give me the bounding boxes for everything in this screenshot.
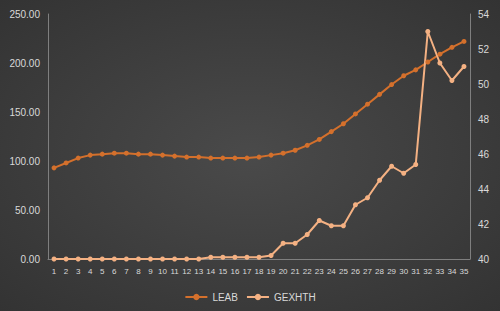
svg-text:200.00: 200.00 bbox=[9, 58, 40, 69]
svg-text:LEAB: LEAB bbox=[212, 292, 238, 303]
svg-text:9: 9 bbox=[148, 267, 153, 276]
svg-text:21: 21 bbox=[291, 267, 300, 276]
svg-text:GEXHTH: GEXHTH bbox=[274, 292, 316, 303]
svg-text:17: 17 bbox=[242, 267, 251, 276]
svg-text:250.00: 250.00 bbox=[9, 9, 40, 20]
svg-text:11: 11 bbox=[170, 267, 179, 276]
svg-text:150.00: 150.00 bbox=[9, 107, 40, 118]
svg-text:42: 42 bbox=[478, 219, 490, 230]
svg-text:48: 48 bbox=[478, 114, 490, 125]
svg-text:18: 18 bbox=[255, 267, 264, 276]
svg-text:12: 12 bbox=[182, 267, 191, 276]
svg-text:33: 33 bbox=[435, 267, 444, 276]
svg-text:23: 23 bbox=[315, 267, 324, 276]
svg-text:20: 20 bbox=[279, 267, 288, 276]
svg-text:50: 50 bbox=[478, 79, 490, 90]
svg-text:24: 24 bbox=[327, 267, 336, 276]
svg-text:44: 44 bbox=[478, 184, 490, 195]
svg-text:3: 3 bbox=[76, 267, 81, 276]
svg-text:32: 32 bbox=[423, 267, 432, 276]
svg-text:4: 4 bbox=[88, 267, 93, 276]
svg-text:6: 6 bbox=[112, 267, 117, 276]
svg-text:15: 15 bbox=[218, 267, 227, 276]
svg-text:35: 35 bbox=[460, 267, 469, 276]
svg-text:34: 34 bbox=[447, 267, 456, 276]
svg-text:46: 46 bbox=[478, 149, 490, 160]
svg-text:0.00: 0.00 bbox=[21, 254, 41, 265]
svg-text:16: 16 bbox=[230, 267, 239, 276]
svg-text:30: 30 bbox=[399, 267, 408, 276]
svg-text:28: 28 bbox=[375, 267, 384, 276]
svg-text:2: 2 bbox=[64, 267, 69, 276]
svg-text:52: 52 bbox=[478, 44, 490, 55]
svg-text:19: 19 bbox=[267, 267, 276, 276]
svg-text:1: 1 bbox=[52, 267, 57, 276]
svg-text:22: 22 bbox=[303, 267, 312, 276]
svg-text:31: 31 bbox=[411, 267, 420, 276]
svg-text:54: 54 bbox=[478, 9, 490, 20]
svg-text:7: 7 bbox=[124, 267, 129, 276]
svg-text:13: 13 bbox=[194, 267, 203, 276]
svg-text:5: 5 bbox=[100, 267, 105, 276]
svg-text:40: 40 bbox=[478, 254, 490, 265]
svg-text:29: 29 bbox=[387, 267, 396, 276]
svg-text:10: 10 bbox=[158, 267, 167, 276]
svg-text:27: 27 bbox=[363, 267, 372, 276]
svg-text:26: 26 bbox=[351, 267, 360, 276]
svg-text:25: 25 bbox=[339, 267, 348, 276]
svg-text:8: 8 bbox=[136, 267, 141, 276]
svg-text:100.00: 100.00 bbox=[9, 156, 40, 167]
svg-text:50.00: 50.00 bbox=[15, 205, 40, 216]
svg-text:14: 14 bbox=[206, 267, 215, 276]
